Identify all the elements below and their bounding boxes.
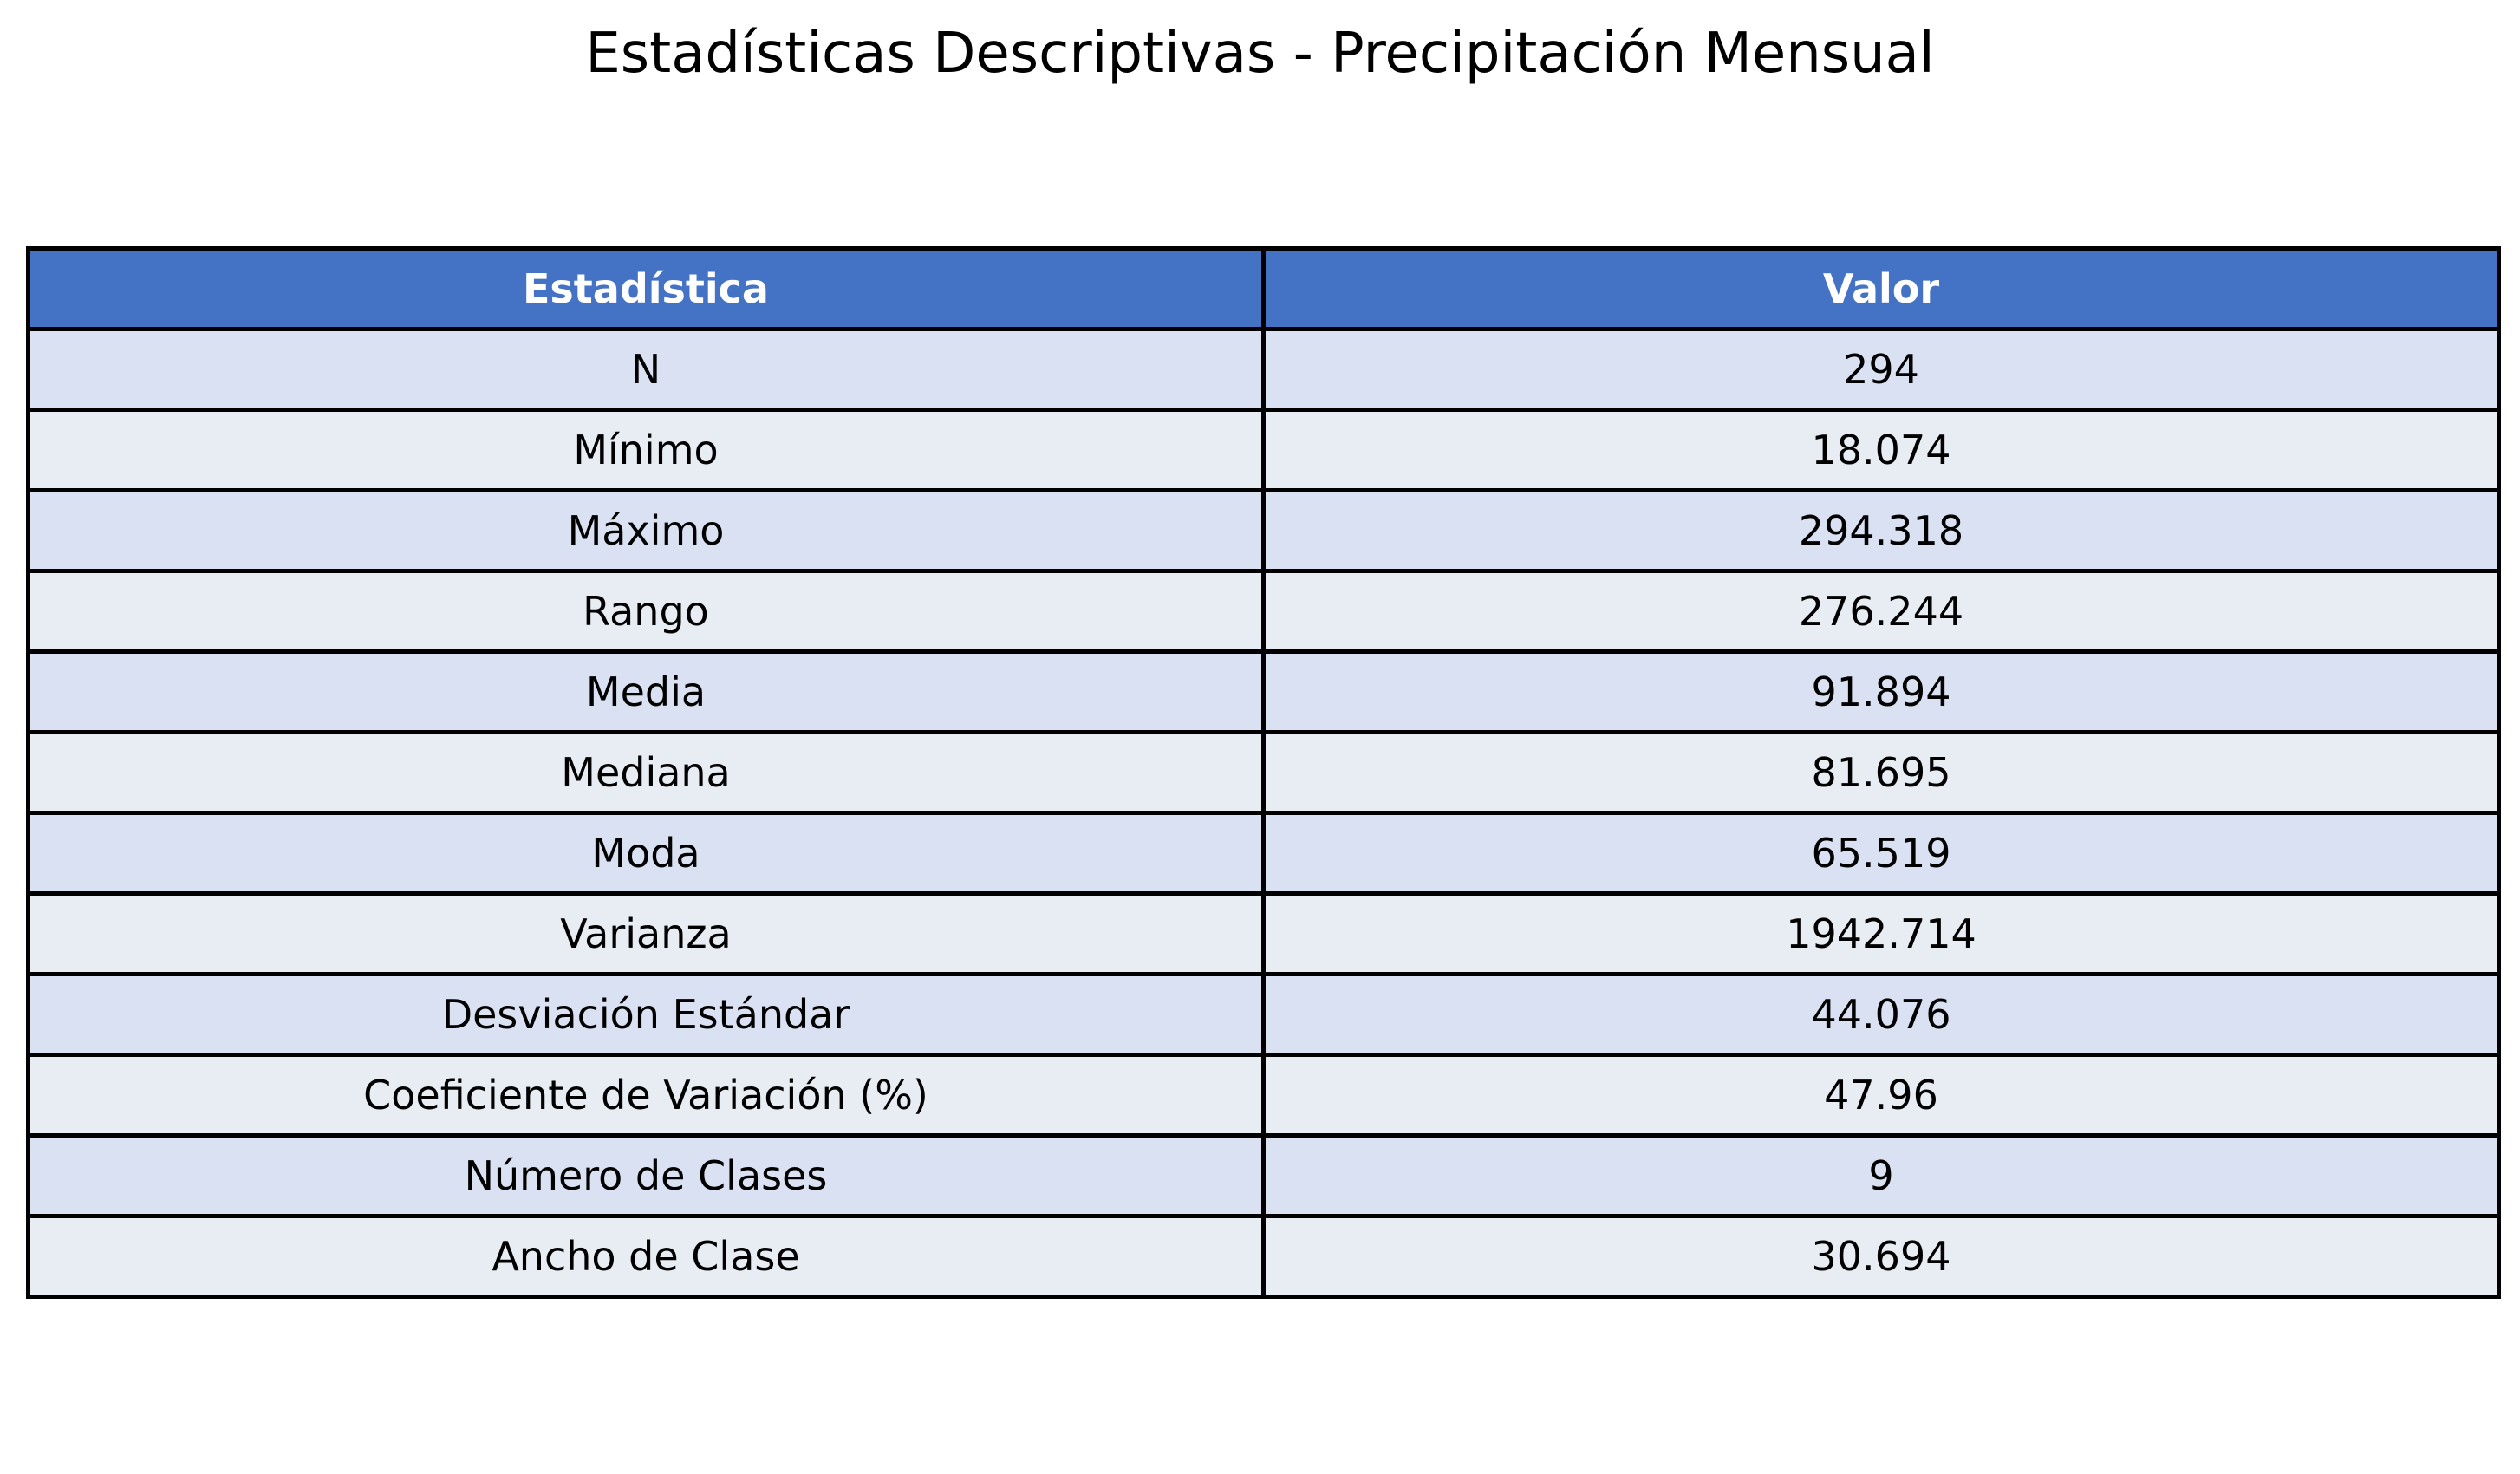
statistic-value-cell: 276.244 [1261,569,2501,654]
statistic-value-cell: 294 [1261,327,2501,412]
statistic-value-cell: 44.076 [1261,972,2501,1057]
table-row: Media 91.894 [26,649,2501,734]
table-row: Rango 276.244 [26,569,2501,654]
table-row: Mediana 81.695 [26,730,2501,815]
table-row: Ancho de Clase 30.694 [26,1214,2501,1299]
statistic-value-cell: 18.074 [1261,408,2501,492]
chart-title: Estadísticas Descriptivas - Precipitació… [585,22,1935,86]
statistic-label-cell: Mínimo [26,408,1266,492]
column-header-statistic: Estadística [26,246,1266,331]
table-row: Mínimo 18.074 [26,408,2501,492]
table-header-row: Estadística Valor [26,246,2501,331]
statistic-value-cell: 294.318 [1261,488,2501,573]
column-header-value: Valor [1261,246,2501,331]
table-body: N 294 Mínimo 18.074 Máximo 294.318 Rango 276.24… [26,327,2501,1299]
table-row: Moda 65.519 [26,811,2501,896]
statistic-value-cell: 65.519 [1261,811,2501,896]
statistic-label-cell: Ancho de Clase [26,1214,1266,1299]
table-row: Máximo 294.318 [26,488,2501,573]
statistic-value-cell: 91.894 [1261,649,2501,734]
table-row: Desviación Estándar 44.076 [26,972,2501,1057]
statistic-value-cell: 30.694 [1261,1214,2501,1299]
statistic-label-cell: Rango [26,569,1266,654]
table-row: Varianza 1942.714 [26,891,2501,976]
statistic-label-cell: Moda [26,811,1266,896]
statistic-value-cell: 9 [1261,1133,2501,1218]
statistic-label-cell: Desviación Estándar [26,972,1266,1057]
statistic-label-cell: Máximo [26,488,1266,573]
table-row: N 294 [26,327,2501,412]
statistic-label-cell: Coeficiente de Variación (%) [26,1053,1266,1138]
statistic-value-cell: 81.695 [1261,730,2501,815]
statistic-label-cell: N [26,327,1266,412]
table-row: Coeficiente de Variación (%) 47.96 [26,1053,2501,1138]
statistic-label-cell: Varianza [26,891,1266,976]
statistic-label-cell: Media [26,649,1266,734]
statistics-table: Estadística Valor N 294 Mínimo 18.074 Máximo… [26,246,2501,1299]
statistic-value-cell: 1942.714 [1261,891,2501,976]
statistic-label-cell: Número de Clases [26,1133,1266,1218]
statistic-value-cell: 47.96 [1261,1053,2501,1138]
table-row: Número de Clases 9 [26,1133,2501,1218]
statistic-label-cell: Mediana [26,730,1266,815]
